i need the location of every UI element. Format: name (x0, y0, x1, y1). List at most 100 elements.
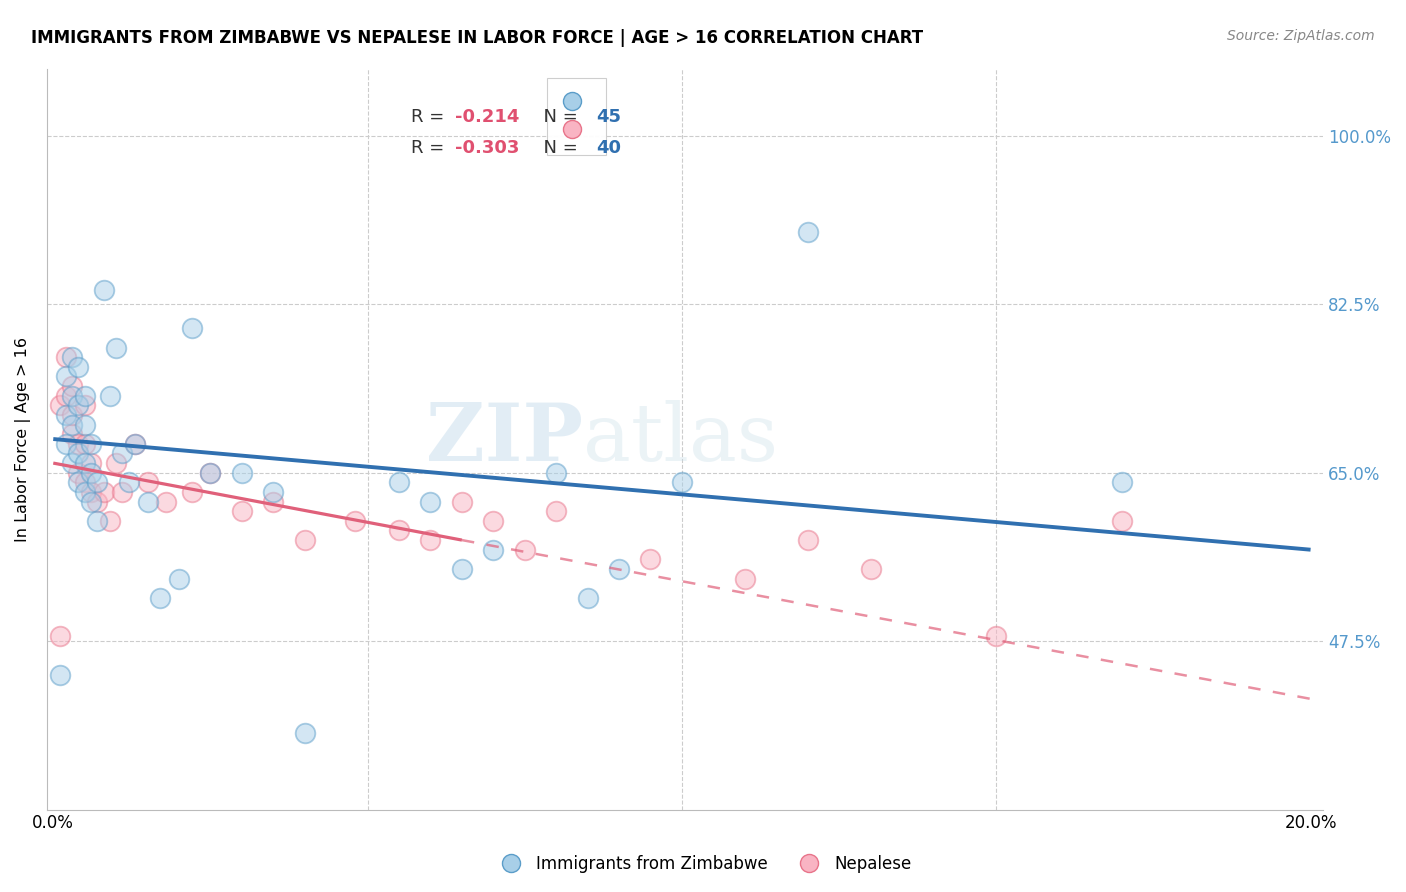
Point (73, 437, 96, 451)
Point (607, 562, 630, 576)
Point (55, 369, 77, 384)
Point (546, 466, 568, 480)
Point (200, 466, 222, 480)
Point (60, 427, 83, 442)
Text: -0.214: -0.214 (456, 108, 520, 126)
Point (98, 389, 121, 403)
Point (55, 437, 77, 451)
Point (98, 514, 121, 528)
Point (124, 437, 146, 451)
Point (546, 504, 568, 518)
Text: R =: R = (411, 108, 450, 126)
Point (124, 437, 146, 451)
Point (73, 398, 96, 412)
Point (86, 494, 108, 508)
Point (105, 341, 128, 355)
Point (388, 524, 411, 538)
Point (576, 591, 599, 605)
Point (67, 475, 90, 490)
Point (55, 389, 77, 403)
Text: N =: N = (531, 108, 583, 126)
Point (231, 466, 253, 480)
Text: IMMIGRANTS FROM ZIMBABWE VS NEPALESE IN LABOR FORCE | AGE > 16 CORRELATION CHART: IMMIGRANTS FROM ZIMBABWE VS NEPALESE IN … (31, 29, 924, 46)
Point (73, 389, 96, 403)
Point (451, 562, 474, 576)
Legend: , : , (547, 78, 606, 155)
Point (640, 552, 662, 566)
Point (86, 475, 108, 490)
Point (859, 562, 882, 576)
Point (86, 514, 108, 528)
Text: ZIP: ZIP (426, 400, 583, 478)
Point (73, 417, 96, 432)
Point (734, 572, 756, 586)
Point (80, 485, 103, 500)
Point (73, 485, 96, 500)
Point (180, 485, 202, 500)
Point (513, 542, 536, 557)
Point (167, 572, 190, 586)
Point (796, 225, 818, 239)
Point (136, 475, 159, 490)
Text: -0.303: -0.303 (456, 139, 520, 157)
Point (80, 466, 103, 480)
Point (55, 408, 77, 422)
Point (451, 494, 474, 508)
Point (60, 350, 83, 364)
Text: N =: N = (531, 139, 583, 157)
Point (482, 514, 505, 528)
Point (1111, 475, 1133, 490)
Point (419, 494, 441, 508)
Point (1111, 514, 1133, 528)
Point (111, 446, 134, 460)
Point (149, 591, 172, 605)
Point (262, 485, 284, 500)
Point (231, 504, 253, 518)
Legend: Immigrants from Zimbabwe, Nepalese: Immigrants from Zimbabwe, Nepalese (488, 848, 918, 880)
Point (60, 389, 83, 403)
Point (796, 533, 818, 547)
Point (118, 475, 141, 490)
Point (419, 533, 441, 547)
Point (80, 437, 103, 451)
Point (343, 514, 366, 528)
Point (671, 475, 693, 490)
Point (111, 485, 134, 500)
Point (482, 542, 505, 557)
Point (93, 485, 115, 500)
Point (180, 321, 202, 335)
Point (48, 629, 70, 643)
Point (388, 475, 411, 490)
Point (67, 446, 90, 460)
Text: 45: 45 (596, 108, 620, 126)
Point (60, 408, 83, 422)
Point (67, 359, 90, 374)
Text: Source: ZipAtlas.com: Source: ZipAtlas.com (1227, 29, 1375, 43)
Point (48, 398, 70, 412)
Point (80, 456, 103, 470)
Text: 40: 40 (596, 139, 620, 157)
Text: R =: R = (411, 139, 450, 157)
Point (48, 668, 70, 682)
Point (294, 533, 316, 547)
Point (73, 456, 96, 470)
Point (136, 494, 159, 508)
Point (986, 629, 1008, 643)
Point (60, 456, 83, 470)
Point (294, 725, 316, 739)
Point (262, 494, 284, 508)
Point (60, 379, 83, 393)
Point (93, 283, 115, 297)
Point (67, 437, 90, 451)
Point (105, 456, 128, 470)
Point (73, 475, 96, 490)
Point (155, 494, 177, 508)
Y-axis label: In Labor Force | Age > 16: In Labor Force | Age > 16 (15, 336, 31, 541)
Point (67, 466, 90, 480)
Point (80, 494, 103, 508)
Text: atlas: atlas (583, 400, 778, 478)
Point (55, 350, 77, 364)
Point (67, 398, 90, 412)
Point (60, 417, 83, 432)
Point (200, 466, 222, 480)
